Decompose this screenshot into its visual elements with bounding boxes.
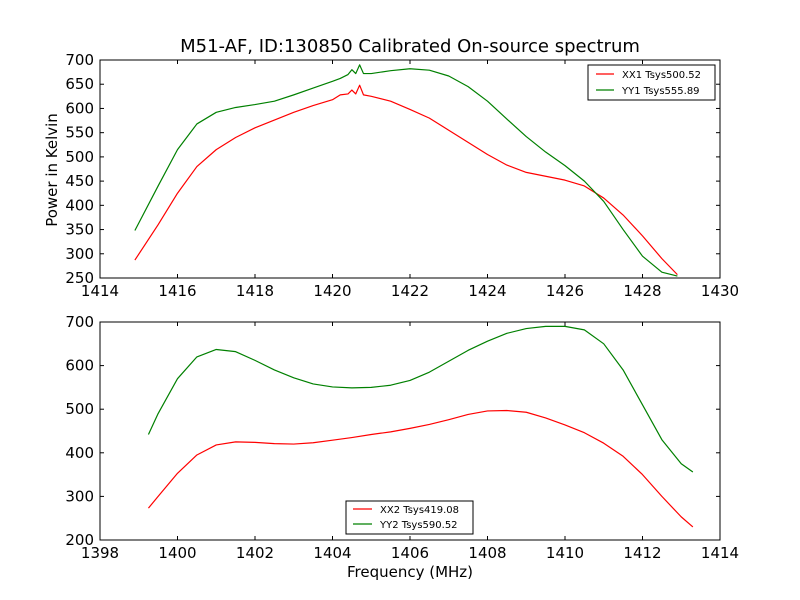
- bottom-xtick-label: 1404: [313, 544, 351, 562]
- bottom-xtick-label: 1412: [623, 544, 661, 562]
- top-ytick-label: 600: [65, 99, 94, 117]
- top-series-line-1: [134, 64, 678, 277]
- top-ytick-label: 500: [65, 148, 94, 166]
- bottom-ytick-label: 600: [65, 357, 94, 375]
- bottom-xtick-label: 1406: [391, 544, 429, 562]
- legend-label-xx2: XX2 Tsys419.08: [380, 505, 459, 516]
- top-ytick-label: 550: [65, 124, 94, 142]
- bottom-xtick-label: 1408: [468, 544, 506, 562]
- legend-label-yy2: YY2 Tsys590.52: [379, 520, 458, 531]
- top-xtick-label: 1418: [236, 282, 274, 300]
- bottom-xtick-label: 1398: [81, 544, 119, 562]
- top-series-layer: [134, 64, 678, 277]
- bottom-ytick-label: 300: [65, 487, 94, 505]
- top-series-line-0: [134, 84, 678, 276]
- bottom-ytick-label: 500: [65, 400, 94, 418]
- bottom-xtick-label: 1402: [236, 544, 274, 562]
- top-ticks-layer: 1414 1416 1418 1420 1422 1424 1426 1428 1430 250 3…: [65, 51, 739, 300]
- top-ytick-label: 650: [65, 75, 94, 93]
- bottom-legend: XX2 Tsys419.08 YY2 Tsys590.52: [345, 500, 474, 535]
- top-xtick-label: 1414: [81, 282, 119, 300]
- bottom-ytick-label: 400: [65, 444, 94, 462]
- bottom-xlabel: Frequency (MHz): [347, 563, 473, 581]
- bottom-series-line-1: [147, 325, 694, 473]
- top-ytick-label: 250: [65, 269, 94, 287]
- top-xtick-label: 1426: [546, 282, 584, 300]
- bottom-xtick-label: 1400: [158, 544, 196, 562]
- bottom-ticks-layer: 1398 1400 1402 1404 1406 1408 1410 1412 1414 200 3…: [65, 313, 739, 562]
- bottom-ytick-label: 700: [65, 313, 94, 331]
- top-ytick-label: 700: [65, 51, 94, 69]
- top-xtick-label: 1422: [391, 282, 429, 300]
- top-legend: XX1 Tsys500.52 YY1 Tsys555.89: [587, 64, 716, 101]
- bottom-xtick-label: 1410: [546, 544, 584, 562]
- top-ytick-label: 350: [65, 221, 94, 239]
- top-ytick-label: 300: [65, 245, 94, 263]
- legend-label-xx1: XX1 Tsys500.52: [622, 70, 701, 81]
- bottom-legend-box: [345, 500, 474, 535]
- chart-title: M51-AF, ID:130850 Calibrated On-source s…: [180, 36, 640, 57]
- bottom-series-line-0: [147, 409, 694, 528]
- top-xtick-label: 1416: [158, 282, 196, 300]
- top-ylabel: Power in Kelvin: [43, 113, 61, 227]
- panel-top: 1414 1416 1418 1420 1422 1424 1426 1428 1430 250 3…: [65, 51, 739, 300]
- top-xtick-label: 1428: [623, 282, 661, 300]
- panel-bottom: 1398 1400 1402 1404 1406 1408 1410 1412 1414 200 3…: [65, 313, 739, 562]
- legend-label-yy1: YY1 Tsys555.89: [621, 86, 700, 97]
- top-xtick-label: 1430: [701, 282, 739, 300]
- top-legend-box: [587, 64, 716, 101]
- top-ytick-label: 450: [65, 172, 94, 190]
- bottom-series-layer: [147, 325, 694, 528]
- top-xtick-label: 1424: [468, 282, 506, 300]
- top-xtick-label: 1420: [313, 282, 351, 300]
- bottom-ytick-label: 200: [65, 531, 94, 549]
- top-ytick-label: 400: [65, 196, 94, 214]
- bottom-xtick-label: 1414: [701, 544, 739, 562]
